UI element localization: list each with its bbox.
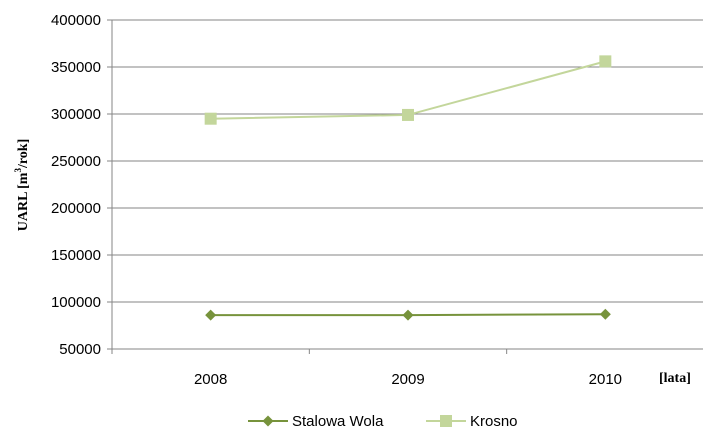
y-tick-label: 50000	[59, 341, 101, 358]
legend-marker	[262, 415, 274, 427]
data-point	[402, 108, 414, 121]
y-tick-label: 100000	[51, 294, 101, 311]
gridlines	[112, 19, 703, 303]
series-1	[204, 55, 612, 125]
y-tick-label: 200000	[51, 200, 101, 217]
y-tick-label: 350000	[51, 59, 101, 76]
y-axis-title: UARL [m3/rok]	[13, 139, 31, 232]
y-axis-ticks: 50000 100000 150000 200000 250000 300000 35000…	[51, 12, 112, 358]
data-point	[402, 309, 414, 321]
legend-label: Stalowa Wola	[292, 413, 384, 430]
y-axis-title-sup: 3	[13, 168, 23, 173]
x-axis-ticks: 2008 2009 2010	[111, 349, 622, 388]
data-point	[204, 112, 217, 125]
x-tick-label: 2009	[391, 371, 424, 388]
data-series	[204, 55, 612, 321]
y-axis-title-tail: /rok]	[16, 139, 31, 169]
x-tick-label: 2008	[194, 371, 227, 388]
legend: Stalowa Wola Krosno	[248, 413, 518, 430]
y-tick-label: 400000	[51, 12, 101, 29]
data-point	[599, 308, 611, 320]
y-tick-label: 250000	[51, 153, 101, 170]
data-point	[205, 309, 217, 321]
x-tick-label: 2010	[589, 371, 622, 388]
series-0	[205, 308, 611, 321]
x-axis-title: [lata]	[659, 371, 691, 386]
data-point	[599, 55, 612, 68]
legend-marker	[440, 415, 452, 427]
y-tick-label: 150000	[51, 247, 101, 264]
legend-label: Krosno	[470, 413, 518, 430]
y-tick-label: 300000	[51, 106, 101, 123]
y-axis-title-main: UARL [m	[16, 172, 31, 231]
